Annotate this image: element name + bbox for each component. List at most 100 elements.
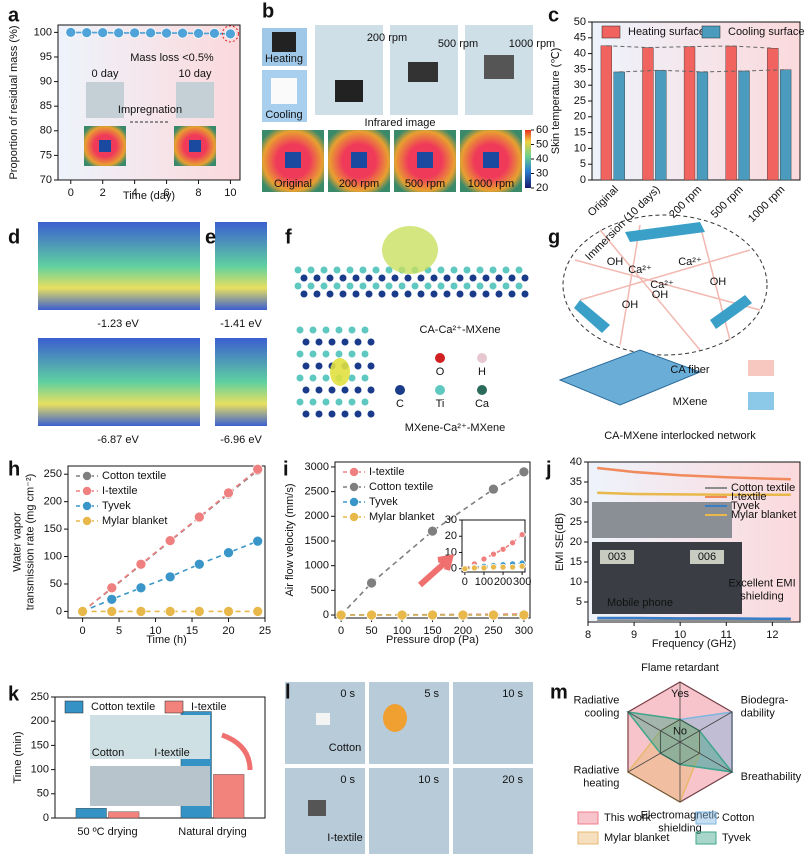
legend-label: I-textile (731, 491, 766, 503)
data-point (396, 609, 408, 621)
atom (450, 266, 458, 274)
y-tick-label: 90 (40, 75, 52, 87)
image-label: OH (710, 276, 727, 288)
atom (341, 410, 349, 418)
legend-swatch (695, 831, 717, 845)
photo (176, 82, 214, 118)
y-tick-label: 0 (56, 605, 62, 617)
y-tick-label: 2500 (305, 486, 329, 498)
legend-label: Cooling surface (728, 26, 804, 38)
y-tick-label: 35 (574, 63, 586, 75)
atom (326, 274, 334, 282)
atom (315, 386, 323, 394)
image-label: Cooling (265, 109, 302, 121)
x-axis-label: Time (day) (123, 190, 175, 202)
image-label: Cotton (329, 742, 361, 754)
atom (476, 282, 484, 290)
y-tick-label: 100 (31, 764, 49, 776)
x-tick-label: Natural drying (178, 826, 246, 838)
data-point (223, 606, 234, 617)
inset-y-tick-label: 0 (451, 563, 457, 575)
x-tick-label: 0 (338, 625, 344, 637)
y-axis-label: Air flow velocity (mm/s) (284, 483, 296, 596)
atom (315, 410, 323, 418)
meter (690, 550, 724, 564)
x-tick-label: 5 (116, 625, 122, 637)
atom (307, 266, 315, 274)
atom (469, 274, 477, 282)
atom (346, 282, 354, 290)
atom (391, 274, 399, 282)
text-line: shielding (658, 822, 701, 834)
y-tick-label: 250 (31, 691, 49, 703)
legend-label: I-textile (102, 485, 137, 497)
legend-marker (349, 482, 359, 492)
image-label: 0 s (340, 774, 355, 786)
image-label: Ca²⁺ (650, 279, 674, 291)
x-tick-label: 10 (224, 187, 236, 199)
legend-label: Tyvek (722, 832, 751, 844)
data-point (106, 593, 118, 605)
x-tick-label: 6 (163, 187, 169, 199)
data-point (366, 609, 377, 621)
atom (307, 282, 315, 290)
atom (341, 338, 349, 346)
atom (348, 350, 356, 358)
panel-g-images (558, 214, 774, 410)
image-label: OH (652, 289, 669, 301)
annotation: Cotton (92, 747, 124, 759)
bar (655, 70, 667, 181)
data-point (366, 577, 377, 589)
image-label: 500 rpm (405, 178, 445, 190)
atom (315, 362, 323, 370)
radar-axis-label: Flame retardant (641, 662, 719, 674)
atom (354, 410, 362, 418)
x-tick-label: 50 (365, 625, 377, 637)
atom (352, 290, 360, 298)
atom (361, 326, 369, 334)
bar (213, 774, 245, 819)
y-tick-label: 2000 (305, 510, 329, 522)
inset-y-tick-label: 20 (445, 530, 457, 542)
data-point (135, 558, 147, 570)
data-point (193, 511, 205, 523)
atom (339, 274, 347, 282)
legend-swatch (577, 831, 599, 845)
atom (482, 274, 490, 282)
colorbar (525, 130, 531, 188)
image-label: 200 rpm (367, 32, 407, 44)
legend-marker (349, 497, 359, 507)
annotation: Excellent EMI shielding (728, 578, 795, 603)
data-point (129, 27, 140, 39)
data-point (457, 609, 469, 621)
atom-legend (477, 353, 487, 363)
sample (308, 800, 326, 816)
arrow (418, 554, 455, 588)
legend-label: Tyvek (102, 500, 131, 512)
x-tick-label: 15 (186, 625, 198, 637)
data-point (177, 27, 188, 39)
atom (296, 398, 304, 406)
photo (453, 768, 533, 854)
radar-axis (679, 741, 733, 773)
atom-legend (477, 385, 487, 395)
series-line (597, 466, 791, 481)
legend-swatch (701, 25, 721, 39)
atom (359, 266, 367, 274)
atom (333, 282, 341, 290)
photo (90, 715, 210, 759)
image-label: Ca²⁺ (628, 264, 652, 276)
image-label: O (436, 366, 445, 378)
atom (354, 386, 362, 394)
y-tick-label: 50 (37, 788, 49, 800)
panel-letter: c (548, 4, 559, 26)
series-line (597, 616, 791, 621)
atom (469, 290, 477, 298)
panel-letter: f (285, 226, 292, 248)
x-tick-label: Original (586, 184, 621, 219)
network-slab (558, 349, 702, 406)
atom (300, 290, 308, 298)
panel-letter: b (262, 0, 274, 22)
panel-letter: i (283, 458, 289, 480)
ir-sample (483, 152, 499, 168)
